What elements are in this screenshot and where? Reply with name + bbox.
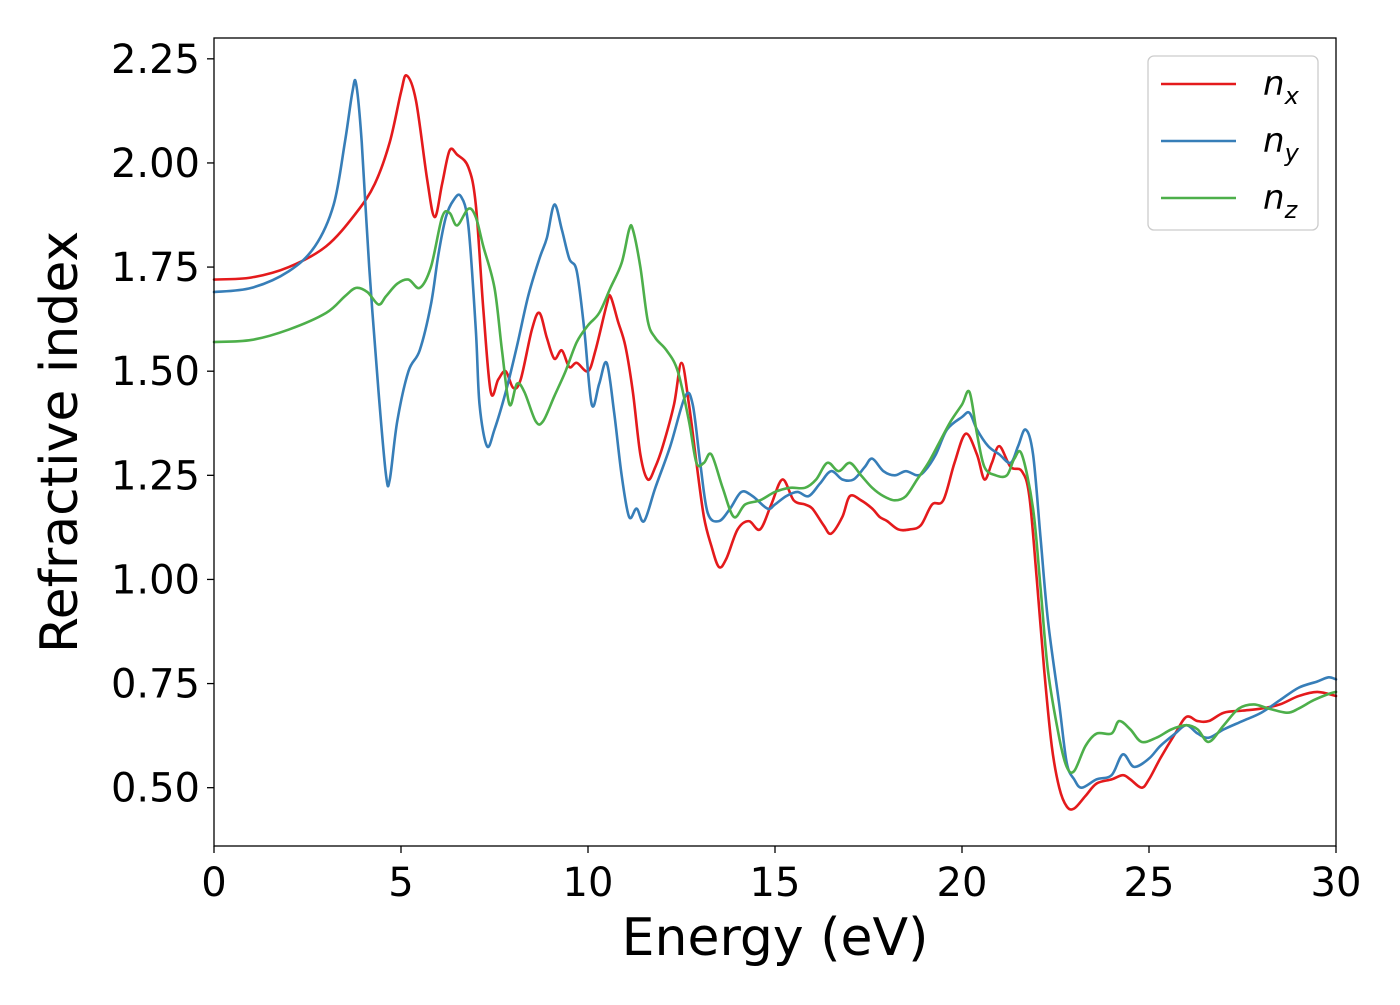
- x-tick-label: 5: [388, 860, 413, 906]
- x-tick-label: 0: [201, 860, 226, 906]
- y-tick-label: 1.00: [111, 557, 200, 603]
- series-line-n-y: [212, 78, 1338, 789]
- x-tick-label: 20: [937, 860, 988, 906]
- legend-label-subscript: x: [1284, 82, 1300, 110]
- y-axis-label: Refractive index: [30, 231, 90, 653]
- x-tick-label: 30: [1311, 860, 1362, 906]
- legend-label-base: n: [1263, 121, 1285, 161]
- legend-label-n-y: ny: [1263, 121, 1300, 167]
- x-tick-label: 10: [563, 860, 614, 906]
- legend-label-base: n: [1263, 64, 1285, 104]
- legend-label-n-x: nx: [1263, 64, 1300, 110]
- x-tick-label: 15: [750, 860, 801, 906]
- series-line-n-x: [212, 74, 1338, 811]
- y-tick-label: 2.25: [111, 37, 200, 83]
- legend-label-base: n: [1263, 178, 1285, 218]
- series-layer: [212, 74, 1338, 811]
- legend-label-n-z: nz: [1263, 178, 1299, 224]
- y-tick-label: 1.25: [111, 453, 200, 499]
- legend-label-subscript: y: [1284, 139, 1300, 167]
- series-line-n-z: [212, 207, 1338, 774]
- y-tick-label: 0.75: [111, 662, 200, 708]
- legend-label-subscript: z: [1284, 196, 1299, 224]
- x-tick-label: 25: [1124, 860, 1175, 906]
- ticks-layer: 0 5 10 15 20 25 30 0.50 0.75 1.00 1.25 1.50 1.75 2.00…: [111, 37, 1362, 906]
- y-tick-label: 0.50: [111, 766, 200, 812]
- y-tick-label: 2.00: [111, 141, 200, 187]
- y-tick-label: 1.50: [111, 349, 200, 395]
- legend-box: [1147, 55, 1319, 231]
- y-tick-label: 1.75: [111, 245, 200, 291]
- x-axis-label: Energy (eV): [622, 908, 929, 968]
